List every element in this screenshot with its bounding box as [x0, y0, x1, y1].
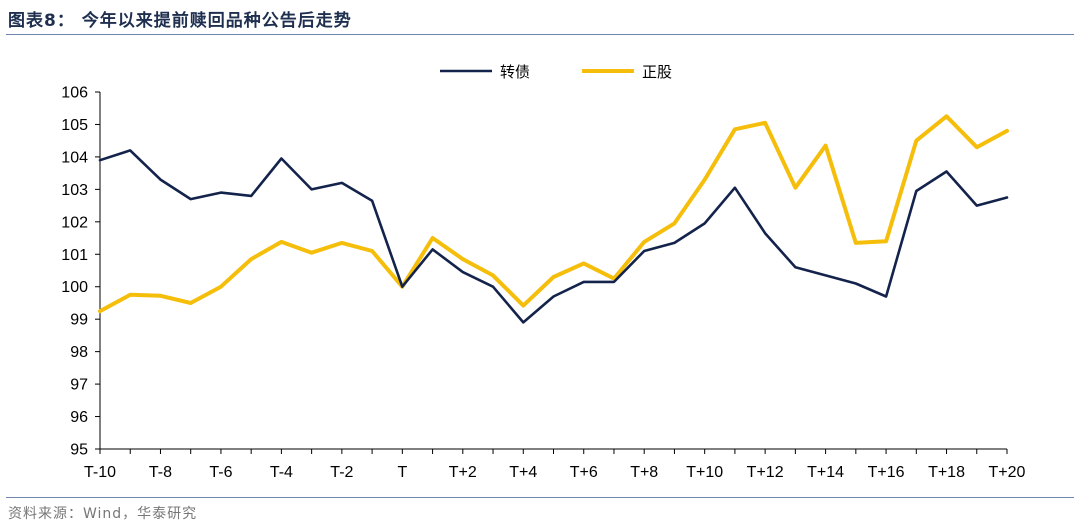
y-tick-label: 98	[70, 344, 88, 361]
x-tick-label: T+20	[989, 464, 1026, 481]
x-tick-label: T-2	[330, 464, 353, 481]
x-tick-label: T+4	[509, 464, 537, 481]
source-note: 资料来源：Wind，华泰研究	[8, 506, 198, 522]
x-tick-label: T+10	[686, 464, 723, 481]
y-tick-label: 96	[70, 409, 88, 426]
x-tick-label: T+18	[928, 464, 965, 481]
y-tick-label: 104	[61, 149, 88, 166]
title-divider	[6, 34, 1074, 35]
x-tick-label: T+16	[868, 464, 905, 481]
figure-title: 图表8： 今年以来提前赎回品种公告后走势	[8, 11, 352, 31]
x-tick-label: T+12	[747, 464, 784, 481]
y-tick-label: 105	[61, 117, 88, 134]
chart-axes: 95 96 97 98 99 100 101 102 103 104 105 106 T-10 T-8 T-…	[61, 85, 1025, 482]
y-tick-label: 106	[61, 85, 88, 102]
series-line-underlying-stock	[98, 114, 1009, 314]
y-tick-label: 97	[70, 377, 88, 394]
x-tick-label: T-6	[209, 464, 232, 481]
legend-label: 转债	[500, 64, 530, 81]
x-tick-label: T-4	[270, 464, 293, 481]
source-divider	[6, 497, 1074, 498]
x-tick-label: T+14	[807, 464, 844, 481]
y-tick-label: 100	[61, 279, 88, 296]
chart-legend: 转债 正股	[440, 64, 672, 81]
y-tick-label: 95	[70, 442, 88, 459]
x-tick-label: T+2	[449, 464, 477, 481]
x-tick-label: T-8	[149, 464, 172, 481]
chart-series	[98, 114, 1009, 324]
y-tick-label: 103	[61, 182, 88, 199]
legend-label: 正股	[642, 64, 672, 81]
x-tick-label: T-10	[84, 464, 116, 481]
x-tick-label: T+8	[630, 464, 658, 481]
x-tick-label: T	[397, 464, 407, 481]
y-tick-label: 99	[70, 312, 88, 329]
x-tick-label: T+6	[570, 464, 598, 481]
series-line-convertible-bond	[98, 149, 1009, 324]
y-tick-label: 101	[61, 247, 88, 264]
y-tick-label: 102	[61, 214, 88, 231]
